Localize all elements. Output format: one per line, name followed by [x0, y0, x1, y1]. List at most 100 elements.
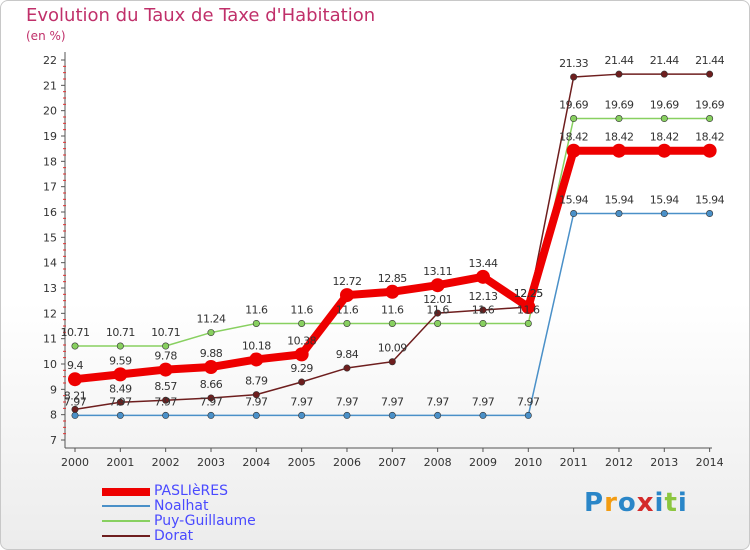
data-label: 21.44: [604, 54, 633, 67]
data-point: [706, 70, 714, 78]
data-label: 9.59: [109, 354, 132, 367]
x-tick-label: 2001: [106, 456, 134, 469]
data-point: [611, 143, 626, 158]
data-point: [615, 210, 623, 218]
data-label: 12.72: [332, 275, 361, 288]
data-point: [68, 372, 82, 387]
data-label: 19.69: [604, 99, 633, 112]
data-point: [298, 319, 306, 327]
legend-item-dorat: Dorat: [102, 529, 302, 544]
data-point: [434, 319, 442, 327]
data-label: 12.25: [514, 287, 543, 300]
data-point: [71, 411, 79, 419]
data-label: 7.97: [381, 395, 404, 408]
data-point: [524, 319, 532, 327]
data-label: 13.11: [423, 265, 452, 278]
data-point: [249, 352, 264, 367]
data-point: [207, 394, 215, 402]
data-label: 9.29: [290, 362, 313, 375]
data-label: 7.97: [154, 395, 177, 408]
logo-letter: i: [654, 488, 665, 518]
data-label: 7.97: [245, 395, 268, 408]
y-tick-label: 16: [43, 206, 57, 219]
data-point: [434, 411, 442, 419]
data-label: 8.66: [200, 378, 223, 391]
legend-item-paslieres: PASLIèRES: [102, 484, 302, 499]
data-label: 8.49: [109, 382, 132, 395]
data-point: [298, 411, 306, 419]
data-point: [207, 411, 215, 419]
data-label: 10.71: [61, 326, 90, 339]
data-point: [388, 358, 396, 366]
legend: PASLIèRES Noalhat Puy-Guillaume Dorat: [102, 484, 302, 544]
data-label: 7.97: [336, 395, 359, 408]
data-point: [162, 342, 170, 350]
data-label: 11.6: [517, 303, 540, 316]
legend-swatch-paslieres: [102, 488, 150, 496]
data-point: [207, 329, 215, 337]
data-point: [615, 70, 623, 78]
data-point: [339, 288, 354, 303]
data-point: [388, 319, 396, 327]
data-point: [615, 115, 623, 123]
data-point: [294, 347, 309, 362]
data-point: [113, 367, 128, 382]
data-label: 10.09: [378, 342, 407, 355]
data-label: 9.4: [67, 359, 83, 372]
y-tick-label: 10: [43, 358, 57, 371]
logo-letter: i: [677, 488, 688, 518]
y-tick-label: 17: [43, 181, 57, 194]
data-label: 15.94: [559, 194, 588, 207]
data-label: 9.84: [336, 348, 359, 361]
data-point: [524, 411, 532, 419]
data-point: [252, 411, 260, 419]
data-point: [706, 115, 714, 123]
data-point: [298, 378, 306, 386]
data-label: 10.18: [242, 339, 271, 352]
data-point: [434, 309, 442, 317]
data-point: [479, 411, 487, 419]
data-label: 7.97: [426, 395, 449, 408]
data-label: 18.42: [559, 131, 588, 144]
data-label: 19.69: [695, 99, 724, 112]
legend-swatch-dorat: [102, 535, 150, 537]
data-point: [343, 411, 351, 419]
x-tick-label: 2014: [696, 456, 724, 469]
logo-letter: t: [664, 488, 678, 518]
data-point: [570, 115, 578, 123]
data-label: 18.42: [650, 131, 679, 144]
data-point: [660, 70, 668, 78]
data-point: [657, 143, 672, 158]
data-label: 21.44: [650, 54, 679, 67]
data-label: 7.97: [109, 395, 132, 408]
y-tick-label: 8: [50, 409, 57, 422]
data-point: [385, 284, 400, 299]
data-point: [479, 319, 487, 327]
data-label: 7.97: [290, 395, 313, 408]
data-point: [479, 306, 487, 314]
y-tick-label: 13: [43, 282, 57, 295]
y-tick-label: 22: [43, 54, 57, 67]
data-label: 13.44: [468, 257, 497, 270]
x-tick-label: 2007: [378, 456, 406, 469]
data-point: [343, 364, 351, 372]
data-label: 10.71: [106, 326, 135, 339]
x-tick-label: 2010: [514, 456, 542, 469]
data-label: 11.24: [196, 313, 225, 326]
x-tick-label: 2003: [197, 456, 225, 469]
data-label: 11.6: [245, 303, 268, 316]
legend-swatch-noalhat: [102, 505, 150, 507]
data-point: [566, 143, 581, 158]
y-tick-label: 15: [43, 231, 57, 244]
x-tick-label: 2004: [242, 456, 270, 469]
x-tick-label: 2002: [152, 456, 180, 469]
y-tick-label: 7: [50, 434, 57, 447]
data-label: 11.6: [426, 303, 449, 316]
data-point: [252, 391, 260, 399]
data-point: [158, 362, 173, 377]
data-label: 11.6: [381, 303, 404, 316]
legend-item-puy-guillaume: Puy-Guillaume: [102, 514, 302, 529]
data-label: 15.94: [695, 194, 724, 207]
